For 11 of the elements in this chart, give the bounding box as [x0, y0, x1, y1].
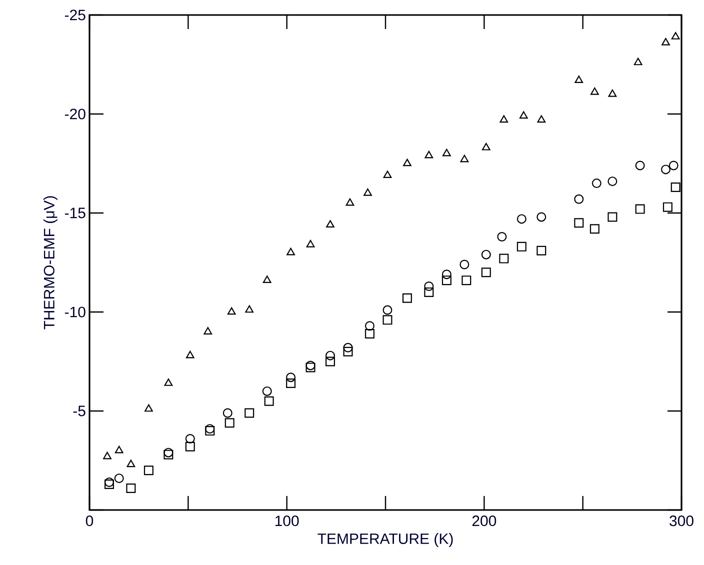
y-tick-label: -15	[64, 208, 86, 218]
y-tick-label: -25	[64, 10, 86, 20]
y-axis-title: THERMO-EMF (μV)	[43, 196, 58, 330]
x-tick-label: 300	[670, 516, 694, 526]
x-tick-label: 200	[472, 516, 496, 526]
x-tick-label: 0	[86, 516, 94, 526]
x-axis-title: TEMPERATURE (K)	[318, 533, 453, 547]
y-tick-label: -5	[73, 406, 86, 416]
y-tick-label: -10	[64, 306, 86, 318]
x-tick-label: 100	[275, 516, 299, 526]
y-tick-label: -20	[64, 108, 86, 120]
